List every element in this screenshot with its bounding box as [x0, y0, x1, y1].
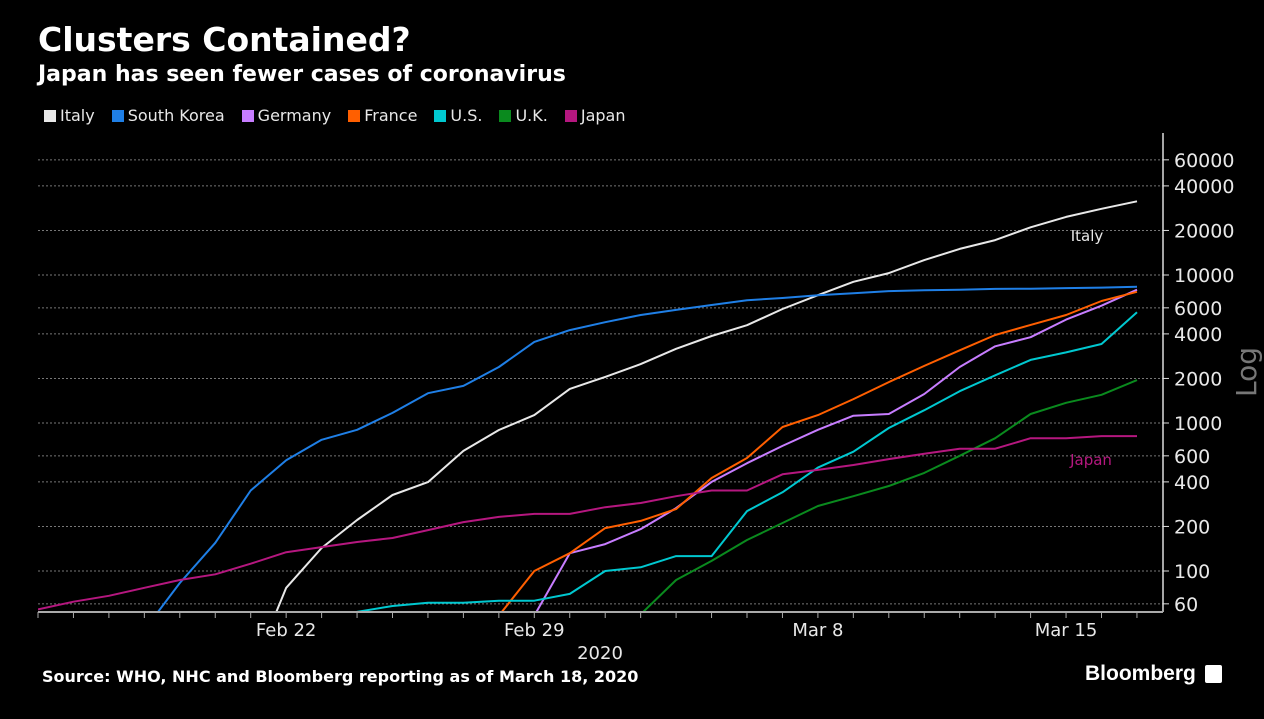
annotation-japan: Japan — [1069, 451, 1112, 469]
chart-title: Clusters Contained? — [38, 20, 411, 59]
series-line-italy — [275, 200, 1138, 612]
y-tick-label: 200 — [1174, 516, 1210, 538]
series-line-south-korea — [156, 285, 1138, 612]
legend-label: Japan — [580, 106, 626, 125]
legend-item: U.S. — [434, 106, 482, 125]
legend-swatch — [564, 109, 577, 122]
series-line-u-k — [641, 379, 1138, 612]
y-tick-label: 40000 — [1174, 176, 1234, 198]
y-tick-label: 60000 — [1174, 150, 1234, 172]
bloomberg-logo: Bloomberg — [1085, 662, 1222, 686]
gridlines — [38, 159, 1163, 605]
bloomberg-chart-icon — [1204, 665, 1222, 683]
legend-label: U.K. — [515, 106, 548, 125]
legend-label: Italy — [60, 106, 95, 125]
legend: Italy South Korea Germany France U.S. U.K. Jap… — [44, 106, 625, 125]
annotations: Italy Japan — [1069, 227, 1112, 469]
legend-item: U.K. — [499, 106, 548, 125]
x-tick-label: Feb 22 — [256, 620, 317, 641]
y-tick-label: 10000 — [1174, 265, 1234, 287]
x-tick-label: Mar 8 — [792, 620, 843, 641]
series-line-germany — [535, 288, 1138, 612]
legend-label: U.S. — [450, 106, 483, 125]
chart-subtitle: Japan has seen fewer cases of coronaviru… — [38, 62, 566, 87]
legend-item: Germany — [241, 106, 332, 125]
y-tick-label: 600 — [1174, 446, 1210, 468]
series-lines — [38, 200, 1138, 612]
series-line-france — [500, 290, 1138, 612]
legend-label: South Korea — [127, 106, 225, 125]
series-line-japan — [38, 435, 1137, 611]
legend-item: Japan — [564, 106, 626, 125]
x-year-label: 2020 — [577, 643, 623, 664]
legend-item: South Korea — [111, 106, 225, 125]
legend-swatch — [434, 109, 447, 122]
y-tick-label: 2000 — [1174, 368, 1222, 390]
legend-swatch — [241, 109, 254, 122]
legend-swatch — [44, 109, 56, 122]
legend-item: France — [348, 106, 417, 125]
y-tick-label: 1000 — [1174, 413, 1222, 435]
legend-swatch — [111, 109, 124, 122]
legend-swatch — [499, 109, 512, 122]
y-tick-label: 60 — [1174, 594, 1198, 616]
y-tick-label: 400 — [1174, 472, 1210, 494]
x-tick-label: Mar 15 — [1035, 620, 1098, 641]
y-tick-label: 6000 — [1174, 298, 1222, 320]
log-scale-label: Log — [1230, 347, 1263, 397]
y-tick-label: 20000 — [1174, 220, 1234, 242]
axes: 60 100 200 400 600 1000 2000 4000 6000 10000 20000… — [37, 133, 1263, 664]
brand-name: Bloomberg — [1085, 662, 1196, 685]
y-tick-label: 4000 — [1174, 324, 1222, 346]
legend-item: Italy — [44, 106, 95, 125]
y-tick-label: 100 — [1174, 561, 1210, 583]
series-line-u-s — [355, 311, 1138, 612]
legend-label: France — [364, 106, 418, 125]
legend-swatch — [348, 109, 361, 122]
source-note: Source: WHO, NHC and Bloomberg reporting… — [42, 667, 639, 686]
annotation-italy: Italy — [1071, 227, 1104, 245]
x-tick-label: Feb 29 — [504, 620, 565, 641]
legend-label: Germany — [257, 106, 332, 125]
